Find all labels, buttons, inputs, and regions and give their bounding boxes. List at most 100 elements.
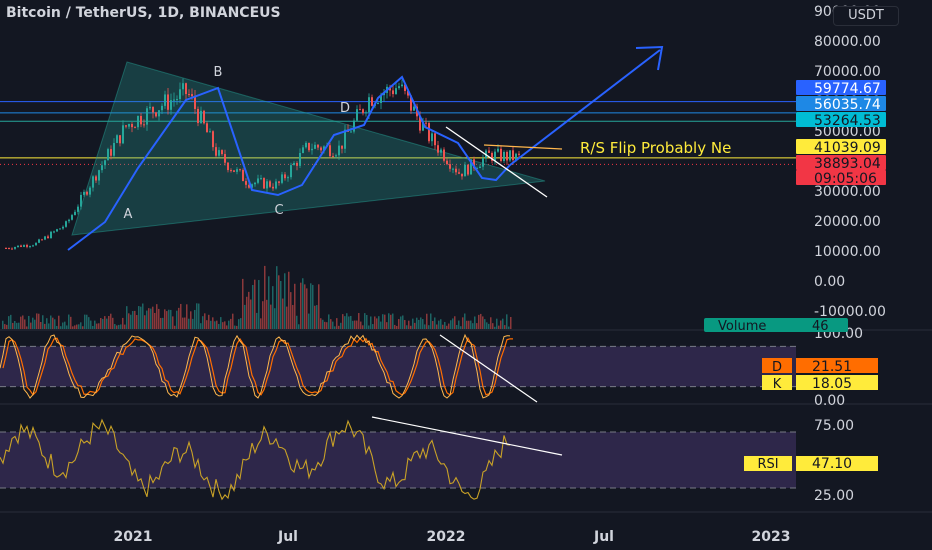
price-candle bbox=[275, 181, 277, 189]
stoch-legend-label: D bbox=[772, 360, 782, 375]
stoch-legend-value: 21.51 bbox=[812, 359, 852, 375]
volume-bar bbox=[194, 309, 196, 329]
price-candle bbox=[479, 166, 481, 169]
price-candle bbox=[257, 178, 259, 183]
volume-bar bbox=[438, 320, 440, 329]
volume-bar bbox=[154, 312, 156, 329]
volume-bar bbox=[260, 318, 262, 329]
price-candle bbox=[320, 147, 322, 151]
price-candle bbox=[206, 123, 208, 133]
price-candle bbox=[332, 156, 334, 158]
volume-bar bbox=[36, 313, 38, 329]
volume-bar bbox=[280, 280, 282, 329]
price-label-box bbox=[796, 139, 886, 154]
price-candle bbox=[437, 145, 439, 153]
volume-bar bbox=[236, 325, 238, 329]
price-candle bbox=[215, 147, 217, 156]
volume-bar bbox=[112, 317, 114, 329]
volume-bar bbox=[354, 320, 356, 329]
price-candle bbox=[458, 172, 460, 174]
price-candle bbox=[413, 106, 415, 111]
price-candle bbox=[218, 150, 220, 156]
trend-line bbox=[445, 126, 548, 198]
price-candle bbox=[503, 151, 505, 161]
x-tick-label: 2022 bbox=[427, 529, 466, 545]
volume-bar bbox=[342, 314, 344, 329]
price-candle bbox=[119, 135, 121, 144]
price-label: 09:05:06 bbox=[814, 171, 877, 187]
price-candle bbox=[224, 154, 226, 163]
volume-bar bbox=[428, 325, 430, 329]
rsi-band bbox=[0, 432, 796, 488]
volume-bar bbox=[380, 321, 382, 329]
price-candle bbox=[356, 109, 358, 121]
volume-bar bbox=[134, 310, 136, 329]
volume-bar bbox=[362, 325, 364, 329]
x-tick-label: Jul bbox=[277, 529, 298, 545]
volume-bar bbox=[222, 322, 224, 329]
price-candle bbox=[56, 229, 58, 232]
volume-bar bbox=[190, 311, 192, 329]
volume-bar bbox=[108, 315, 110, 329]
volume-bar bbox=[10, 314, 12, 329]
volume-bar bbox=[464, 313, 466, 329]
volume-bar bbox=[148, 308, 150, 329]
volume-bar bbox=[196, 303, 198, 329]
volume-bar bbox=[48, 323, 50, 329]
currency-selector[interactable]: USDT bbox=[833, 6, 899, 26]
price-candle bbox=[35, 242, 37, 246]
volume-bar bbox=[330, 319, 332, 329]
price-candle bbox=[452, 168, 454, 170]
price-candle bbox=[89, 187, 91, 195]
volume-bar bbox=[94, 320, 96, 329]
volume-bar bbox=[8, 316, 10, 329]
volume-bar bbox=[400, 316, 402, 329]
volume-bar bbox=[168, 309, 170, 329]
price-candle bbox=[47, 236, 49, 239]
price-candle bbox=[449, 164, 451, 169]
volume-bar bbox=[42, 315, 44, 329]
volume-bar bbox=[92, 325, 94, 329]
price-candle bbox=[134, 127, 136, 129]
annotation-text: R/S Flip Probably Ne bbox=[580, 139, 731, 157]
volume-bar bbox=[198, 303, 200, 329]
volume-bar bbox=[2, 320, 4, 329]
stoch-legend-box bbox=[796, 358, 878, 373]
volume-bar bbox=[316, 305, 318, 329]
price-candle bbox=[203, 110, 205, 124]
volume-bar bbox=[4, 324, 6, 329]
price-label: 56035.74 bbox=[814, 97, 881, 113]
volume-bar bbox=[296, 315, 298, 329]
volume-bar bbox=[282, 298, 284, 329]
volume-bar bbox=[488, 323, 490, 329]
volume-bar bbox=[250, 299, 252, 329]
price-candle bbox=[482, 158, 484, 167]
volume-bar bbox=[490, 317, 492, 329]
price-candle bbox=[284, 174, 286, 179]
price-candle bbox=[38, 239, 40, 243]
volume-bar bbox=[110, 313, 112, 329]
volume-bar bbox=[238, 319, 240, 329]
price-candle bbox=[212, 131, 214, 148]
volume-bar bbox=[202, 316, 204, 329]
stoch-legend-key bbox=[762, 358, 792, 373]
volume-bar bbox=[458, 320, 460, 329]
volume-bar bbox=[352, 320, 354, 329]
volume-bar bbox=[328, 314, 330, 329]
price-candle bbox=[152, 106, 154, 113]
volume-bar bbox=[38, 313, 40, 329]
volume-bar bbox=[466, 320, 468, 329]
volume-bar bbox=[498, 325, 500, 329]
volume-bar bbox=[338, 325, 340, 329]
price-candle bbox=[515, 153, 517, 161]
price-candle bbox=[401, 84, 403, 87]
volume-bar bbox=[448, 323, 450, 329]
volume-bar bbox=[278, 275, 280, 329]
volume-bar bbox=[408, 320, 410, 329]
volume-bar bbox=[106, 318, 108, 329]
price-candle bbox=[329, 145, 331, 157]
price-candle bbox=[131, 123, 133, 128]
stoch-k-line bbox=[0, 333, 511, 399]
volume-bar bbox=[188, 318, 190, 329]
